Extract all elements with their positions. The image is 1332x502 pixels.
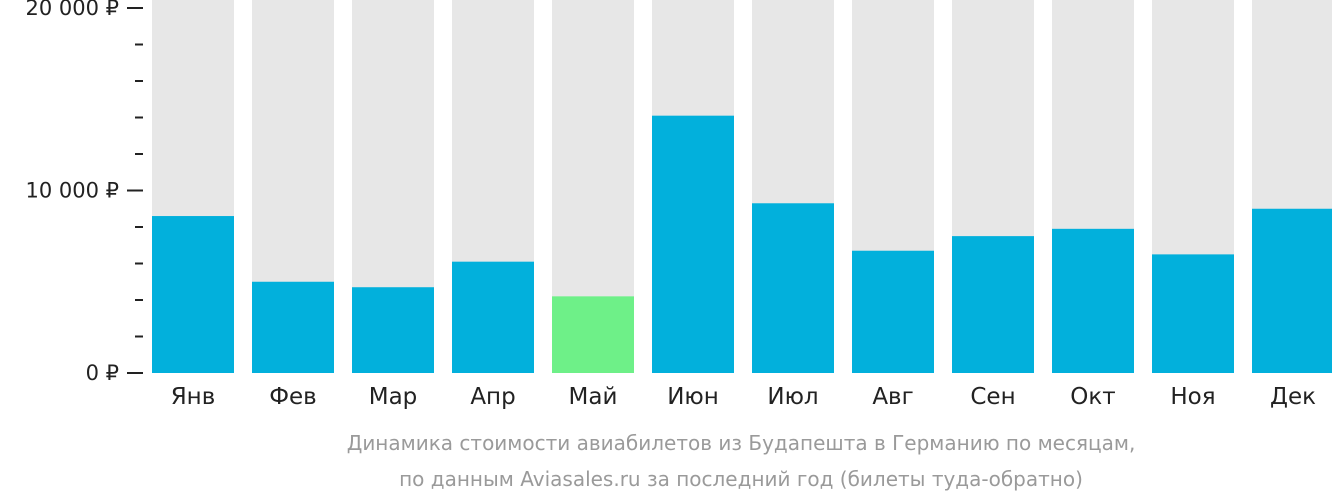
y-tick-label: 10 000 ₽: [25, 179, 119, 203]
bar-10[interactable]: [1052, 228, 1134, 373]
bar-8[interactable]: [852, 250, 934, 373]
bar-3[interactable]: [352, 287, 434, 373]
y-axis: 0 ₽ 10 000 ₽ 20 000 ₽: [25, 0, 143, 385]
chart-caption-line-1: Динамика стоимости авиабилетов из Будапе…: [346, 431, 1136, 455]
y-tick-label: 20 000 ₽: [25, 0, 119, 20]
bar-4[interactable]: [452, 261, 534, 373]
bar-6[interactable]: [652, 115, 734, 374]
x-tick-label: Авг: [872, 384, 913, 410]
x-axis-labels: Янв Фев Мар Апр Май Июн Июл Авг Сен Окт Ноя Дек: [171, 384, 1316, 410]
x-tick-label: Сен: [970, 384, 1015, 410]
bar-5[interactable]: [552, 296, 634, 373]
x-tick-label: Окт: [1070, 384, 1115, 410]
x-tick-label: Май: [569, 384, 618, 410]
x-tick-label: Апр: [470, 384, 515, 410]
bar-11[interactable]: [1152, 254, 1234, 373]
x-tick-label: Янв: [171, 384, 216, 410]
bar-2[interactable]: [252, 281, 334, 373]
x-tick-label: Фев: [269, 384, 317, 410]
value-bars: [152, 115, 1332, 374]
x-tick-label: Мар: [369, 384, 418, 410]
x-tick-label: Июн: [667, 384, 719, 410]
x-tick-label: Ноя: [1170, 384, 1215, 410]
x-tick-label: Дек: [1270, 384, 1316, 410]
y-tick-label: 0 ₽: [86, 361, 119, 385]
bar-9[interactable]: [952, 236, 1034, 373]
chart-caption-line-2: по данным Aviasales.ru за последний год …: [399, 467, 1083, 491]
bar-1[interactable]: [152, 216, 234, 373]
bar-7[interactable]: [752, 203, 834, 373]
x-tick-label: Июл: [767, 384, 818, 410]
price-bar-chart: 0 ₽ 10 000 ₽ 20 000 ₽ Янв Фев Мар Апр Май Июн Ию…: [25, 0, 1332, 410]
bar-12[interactable]: [1252, 208, 1332, 373]
